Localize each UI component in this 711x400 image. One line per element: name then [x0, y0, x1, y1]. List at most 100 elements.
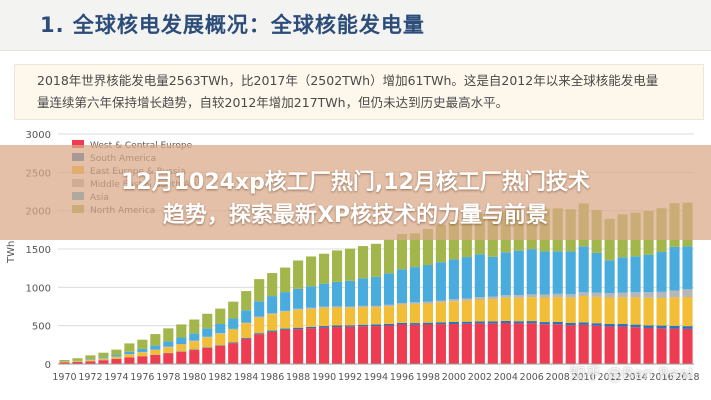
bar-segment: [500, 297, 511, 321]
bar-segment: [448, 299, 459, 302]
bar-segment: [98, 357, 109, 359]
bar-segment: [306, 308, 317, 327]
bar-segment: [370, 276, 382, 306]
x-tick-label: 1982: [208, 372, 232, 383]
bar-segment: [150, 345, 161, 350]
bar-segment: [72, 361, 83, 362]
bar-segment: [578, 324, 589, 364]
bar-segment: [124, 343, 135, 352]
bar-segment: [228, 329, 239, 343]
bar-segment: [293, 327, 304, 330]
bar-segment: [656, 291, 667, 298]
bar-segment: [682, 326, 693, 329]
bar-segment: [137, 352, 148, 357]
bar-segment: [513, 321, 524, 324]
bar-segment: [267, 296, 278, 314]
bar-segment: [630, 256, 641, 293]
bar-segment: [617, 297, 628, 324]
bar-segment: [630, 292, 641, 298]
bar-segment: [461, 321, 472, 324]
bar-segment: [280, 292, 291, 311]
bar-segment: [448, 301, 459, 322]
bar-segment: [643, 254, 654, 293]
bar-segment: [487, 256, 498, 297]
bar-segment: [500, 295, 511, 298]
x-tick-label: 2018: [675, 372, 699, 383]
bar-segment: [383, 304, 395, 307]
bar-segment: [435, 322, 446, 325]
bar-segment: [85, 359, 96, 360]
bar-segment: [267, 330, 278, 332]
bar-segment: [59, 362, 70, 364]
bar-segment: [461, 257, 472, 299]
bar-segment: [578, 246, 589, 293]
bar-segment: [215, 308, 226, 324]
bar-segment: [565, 322, 576, 326]
bar-segment: [643, 327, 654, 364]
bar-segment: [669, 325, 680, 329]
bar-segment: [280, 329, 291, 364]
bar-segment: [396, 269, 408, 304]
bar-segment: [591, 292, 602, 297]
bar-segment: [552, 251, 563, 294]
bar-segment: [189, 319, 200, 334]
bar-segment: [332, 306, 343, 308]
bar-segment: [539, 251, 550, 295]
bar-segment: [215, 323, 226, 334]
x-tick-label: 2000: [442, 372, 466, 383]
bar-segment: [357, 326, 369, 364]
bar-segment: [474, 297, 485, 300]
bar-segment: [461, 323, 472, 364]
bar-segment: [422, 322, 433, 325]
x-tick-label: 1994: [364, 372, 388, 383]
bar-segment: [487, 299, 498, 322]
bar-segment: [357, 324, 369, 327]
bar-segment: [409, 233, 420, 268]
bar-segment: [241, 323, 252, 338]
bar-segment: [344, 307, 356, 326]
y-tick-label: 1000: [26, 283, 51, 294]
bar-segment: [176, 344, 187, 352]
bar-segment: [111, 349, 122, 356]
bar-segment: [383, 323, 395, 326]
bar-segment: [539, 297, 550, 323]
bar-segment: [202, 347, 213, 364]
bar-segment: [189, 333, 200, 341]
x-tick-label: 1970: [52, 372, 76, 383]
bar-segment: [72, 358, 83, 361]
bar-segment: [228, 342, 239, 344]
bar-segment: [254, 316, 265, 318]
bar-segment: [306, 307, 317, 309]
bar-segment: [59, 361, 70, 363]
bar-segment: [306, 256, 317, 287]
bar-segment: [293, 288, 304, 309]
bar-segment: [306, 326, 317, 329]
bar-segment: [150, 349, 161, 355]
bar-segment: [293, 329, 304, 364]
bar-segment: [630, 327, 641, 364]
bar-segment: [435, 324, 446, 364]
bar-segment: [526, 297, 537, 322]
bar-segment: [215, 345, 226, 346]
bar-segment: [526, 321, 537, 324]
bar-segment: [422, 301, 433, 304]
bar-segment: [513, 295, 524, 298]
bar-segment: [357, 307, 369, 325]
x-tick-label: 2006: [520, 372, 544, 383]
bar-segment: [617, 257, 628, 293]
bar-segment: [344, 248, 356, 281]
bar-segment: [669, 290, 680, 298]
x-tick-label: 1986: [260, 372, 284, 383]
bar-segment: [539, 322, 550, 325]
bar-segment: [526, 249, 537, 295]
bar-segment: [448, 321, 459, 324]
bar-segment: [111, 355, 122, 357]
bar-segment: [409, 267, 420, 303]
bar-segment: [409, 302, 420, 304]
bar-segment: [85, 360, 96, 362]
x-tick-label: 2010: [572, 372, 596, 383]
bar-segment: [267, 331, 278, 364]
bar-segment: [552, 293, 563, 298]
bar-segment: [306, 328, 317, 364]
bar-segment: [254, 317, 265, 334]
